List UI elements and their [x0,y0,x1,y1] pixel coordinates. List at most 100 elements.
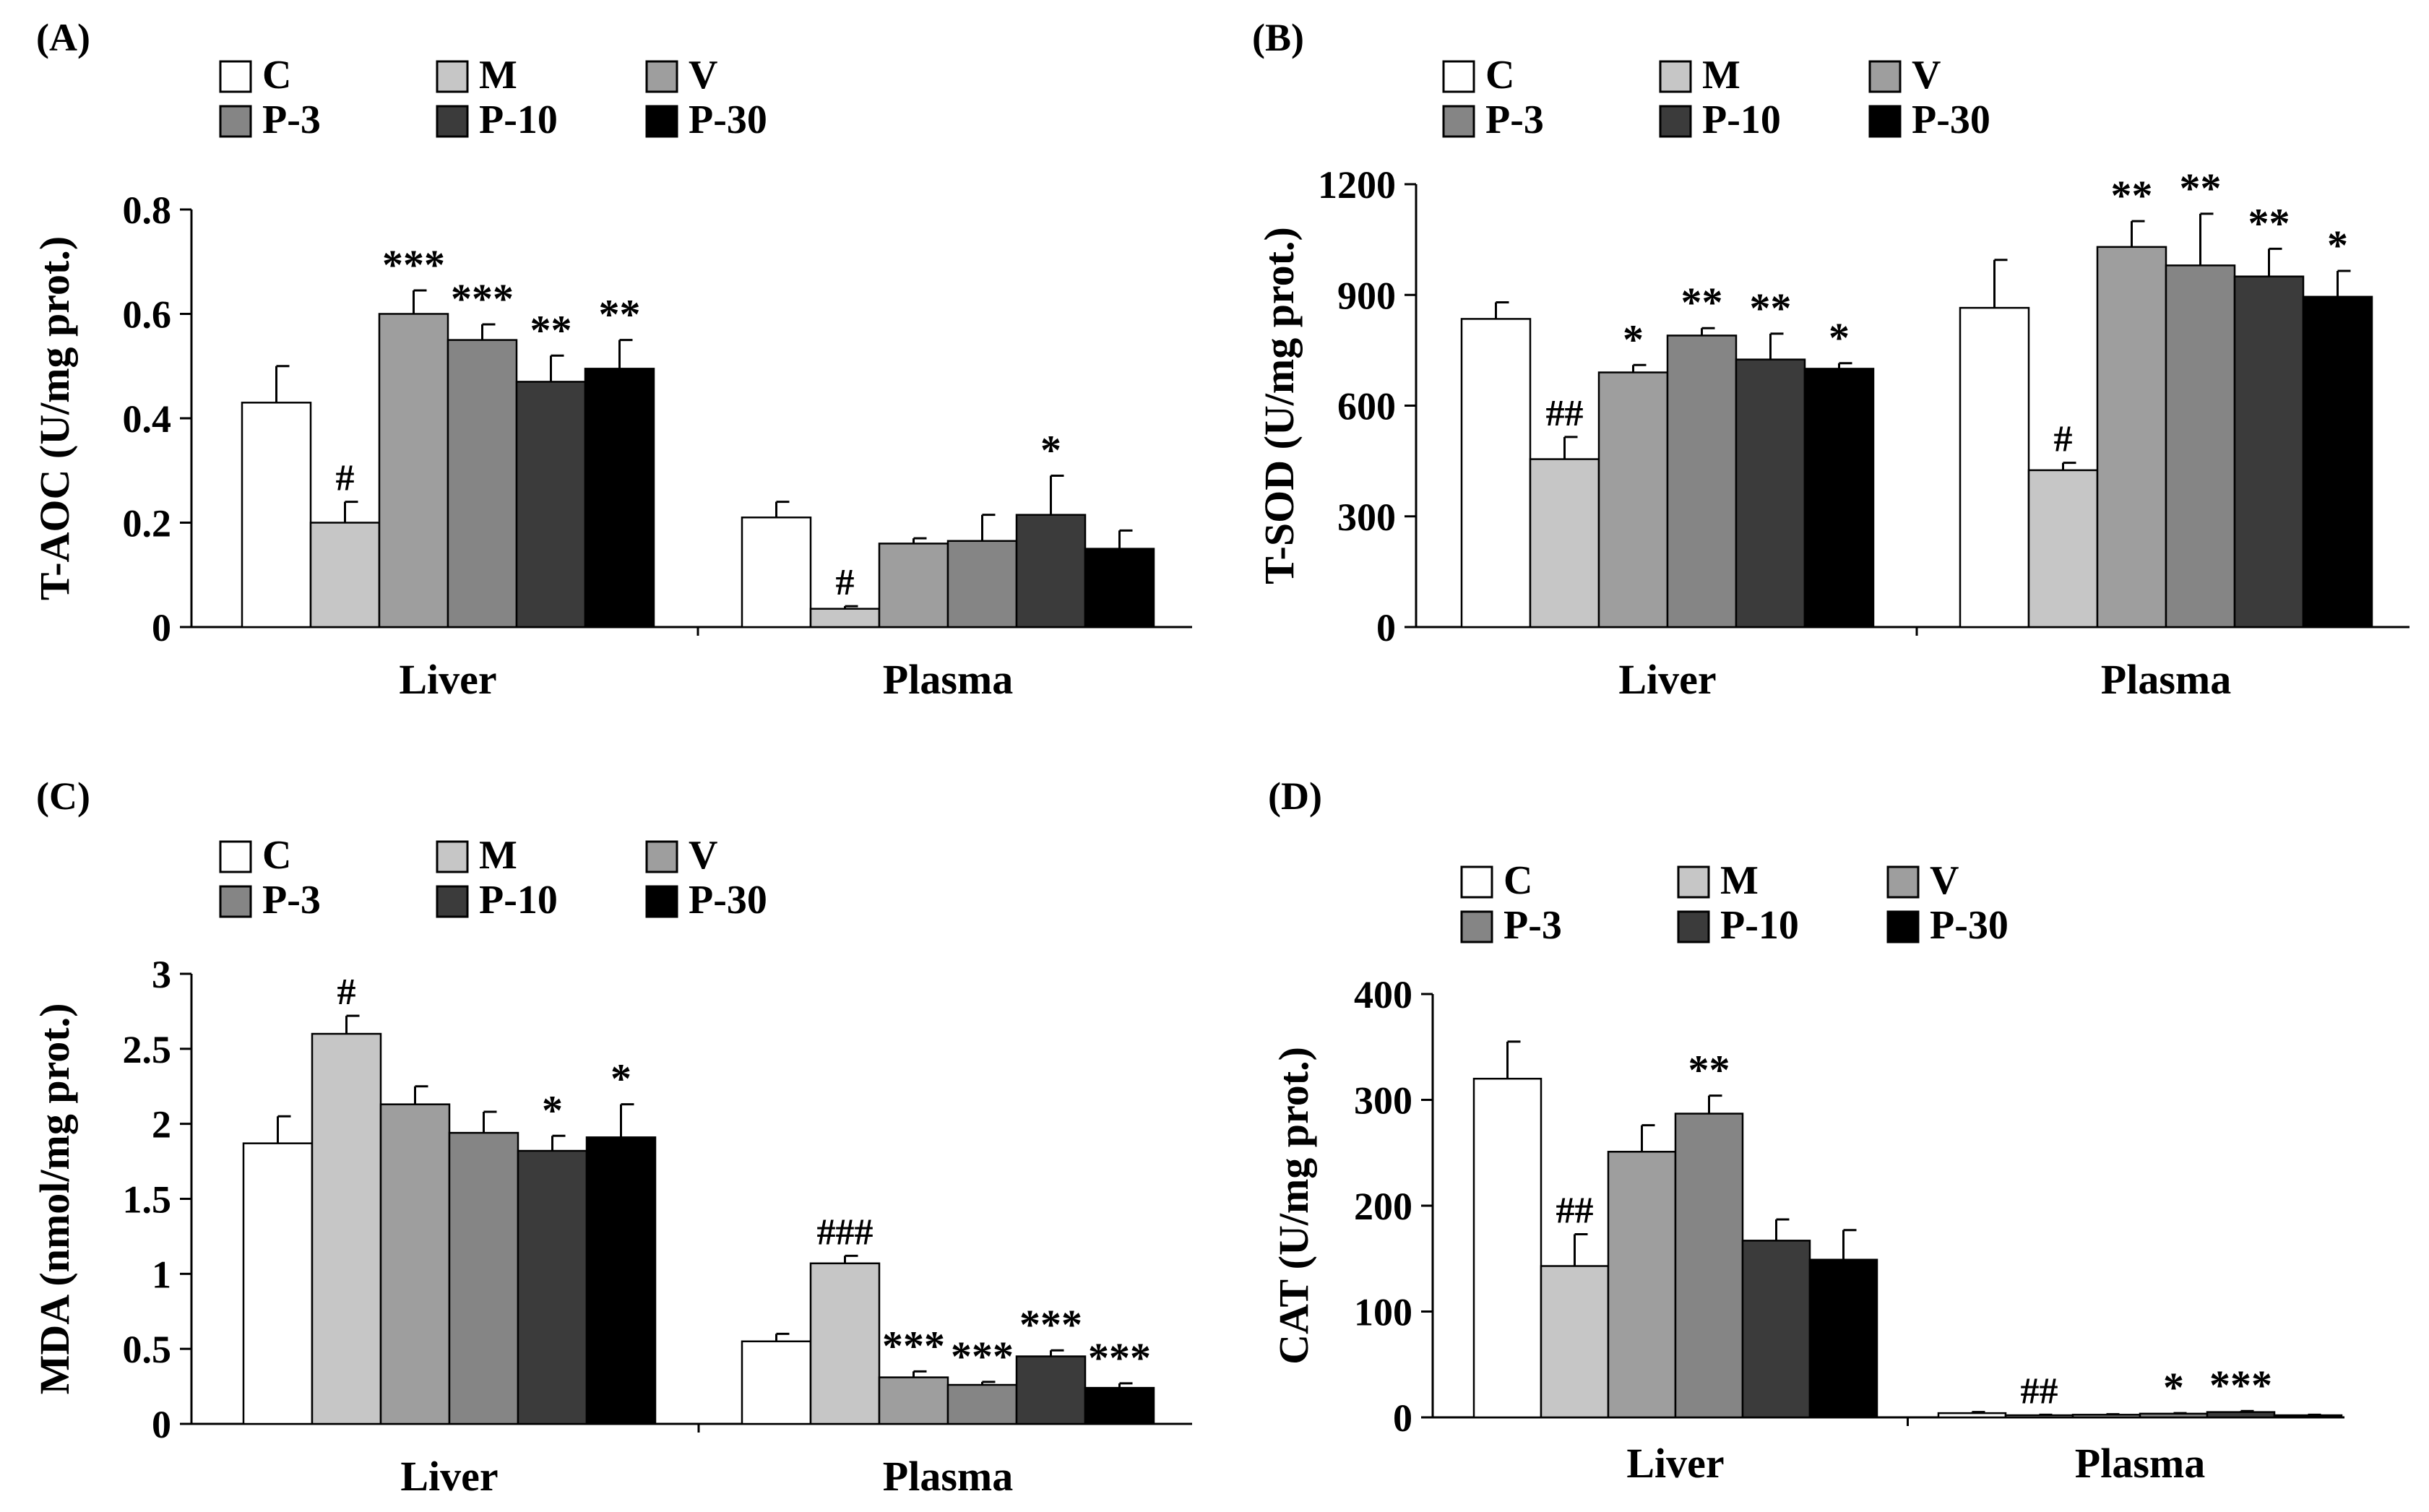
significance-label: * [2163,1364,2184,1411]
significance-label: * [1040,426,1061,473]
bar-p-3-plasma [2139,1412,2209,1419]
legend-swatch-m [436,840,469,873]
legend-label-p-30: P-30 [1912,98,1990,142]
bar-c-liver [1472,1077,1543,1419]
bar-p-30-liver [1808,1258,1878,1419]
bar-p-30-plasma [1084,548,1155,628]
bar-m-plasma [809,1262,881,1425]
significance-label: ** [1681,279,1723,326]
significance-label: ** [599,291,641,338]
significance-label: *** [1088,1334,1151,1381]
y-tick-label: 400 [1354,973,1412,1016]
panel-c: (C) C M V P-3 P-10 P-30 0 0.5 1 1.5 2 2.5 3 MDA (nmol/… [31,774,1192,1500]
y-tick-label: 0.5 [123,1328,172,1371]
bar-m-liver [1540,1265,1610,1419]
significance-label: * [542,1087,563,1133]
bar-v-liver [379,1103,451,1425]
bar-p-3-plasma [946,1383,1018,1425]
legend-label-c: C [262,833,291,878]
significance-label: # [836,562,855,603]
y-tick-label: 0 [1376,606,1396,649]
bar-p-10-plasma [1015,1355,1087,1425]
bar-m-liver [1529,458,1600,628]
bar-v-plasma [878,1376,949,1425]
y-tick-label: 200 [1354,1185,1412,1228]
bar-p-10-plasma [2233,275,2305,628]
legend-label-c: C [262,53,291,98]
y-tick-label: 2.5 [123,1028,172,1071]
significance-label: * [1829,314,1850,361]
x-category-label: Plasma [2101,656,2231,703]
bar-p-10-liver [515,381,587,628]
bar-p-30-liver [584,368,655,628]
x-category-label: Plasma [883,656,1013,703]
legend-swatch-c [219,60,252,93]
legend-label-p-10: P-10 [479,98,558,142]
significance-label: ** [1688,1047,1730,1094]
significance-label: ** [2248,199,2290,246]
legend: C M V P-3 P-10 P-30 [219,53,767,142]
legend-swatch-p-30 [1886,910,1920,943]
significance-label: ** [1750,285,1792,332]
significance-label: *** [451,275,514,322]
legend-swatch-p-3 [219,105,252,138]
bar-p-3-liver [1674,1113,1744,1419]
legend-swatch-p-10 [1677,910,1710,943]
bar-p-3-liver [448,1131,519,1425]
y-tick-label: 900 [1337,274,1396,317]
significance-label: ** [2180,165,2222,212]
bar-p-10-plasma [2206,1411,2276,1419]
legend-label-p-10: P-10 [1720,903,1799,948]
x-category-label: Liver [1626,1440,1724,1487]
legend-label-c: C [1485,53,1514,98]
significance-label: ## [1546,393,1584,434]
legend-label-m: M [1720,858,1759,903]
legend-swatch-v [645,840,678,873]
bar-v-plasma [878,543,949,628]
x-category-label: Liver [1618,656,1716,703]
legend: C M V P-3 P-10 P-30 [219,833,767,923]
y-tick-label: 1200 [1318,163,1396,207]
legend-swatch-m [1677,865,1710,899]
bar-m-plasma [2027,469,2099,628]
significance-label: ### [817,1211,873,1253]
significance-label: *** [882,1322,945,1369]
legend-swatch-m [436,60,469,93]
legend-swatch-p-3 [219,885,252,918]
bar-p-10-liver [1741,1240,1811,1419]
bar-c-plasma [741,517,812,628]
panel-d: (D) C M V P-3 P-10 P-30 0 100 200 300 400 CAT (U/mg … [1268,774,2344,1487]
bar-p-3-liver [1666,334,1738,628]
legend-swatch-c [219,840,252,873]
legend-swatch-c [1460,865,1493,899]
bar-m-liver [309,522,381,628]
y-tick-label: 0 [152,606,171,649]
legend-swatch-v [1886,865,1920,899]
bar-v-liver [1607,1151,1677,1419]
legend-label-p-30: P-30 [689,98,767,142]
y-tick-label: 2 [152,1103,171,1146]
bar-v-liver [378,313,449,628]
significance-label: * [1623,316,1644,363]
bar-c-plasma [1959,306,2030,628]
legend-label-p-30: P-30 [689,878,767,923]
panel-label: (D) [1268,774,1322,818]
x-category-label: Plasma [883,1453,1013,1500]
legend-label-p-3: P-3 [262,878,321,923]
legend-label-v: V [1930,858,1959,903]
bar-p-3-plasma [946,540,1018,628]
bar-c-plasma [1937,1412,2007,1419]
legend-swatch-p-10 [436,105,469,138]
panel-label: (A) [36,16,90,59]
x-category-label: Plasma [2075,1440,2205,1487]
y-tick-label: 3 [152,953,171,996]
bar-m-plasma [809,608,881,628]
y-tick-label: 1 [152,1253,171,1296]
legend: C M V P-3 P-10 P-30 [1442,53,1990,142]
legend-label-v: V [689,53,717,98]
panel-a: (A) C M V P-3 P-10 P-30 0 0.2 0.4 0.6 0.8 T-AOC (U/m… [31,16,1192,703]
legend-label-p-30: P-30 [1930,903,2009,948]
significance-label: ** [2111,172,2153,219]
y-tick-label: 0.4 [123,397,172,441]
